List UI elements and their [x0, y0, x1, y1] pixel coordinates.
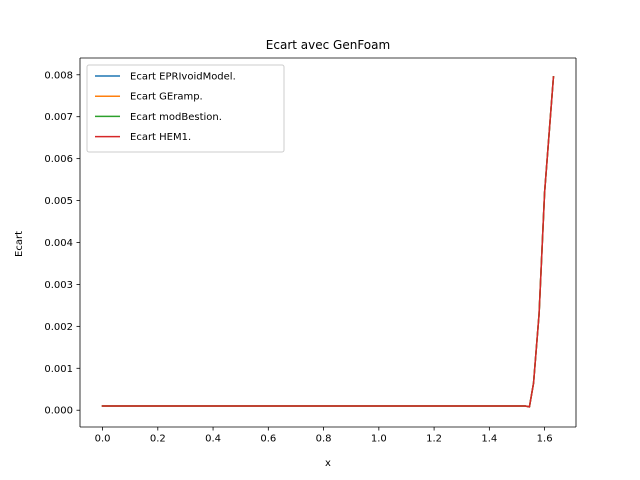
y-tick-label: 0.003: [44, 280, 73, 291]
x-tick-label: 0.8: [316, 434, 332, 445]
chart-title: Ecart avec GenFoam: [266, 38, 390, 52]
x-tick-label: 1.4: [481, 434, 497, 445]
legend-box: [86, 64, 285, 153]
x-tick-label: 0.6: [260, 434, 276, 445]
y-tick-label: 0.005: [44, 196, 73, 207]
y-axis: 0.000 0.001 0.002 0.003 0.004 0.005 0.006 0.007…: [44, 70, 80, 417]
x-tick-label: 0.4: [205, 434, 221, 445]
x-tick-label: 0.0: [95, 434, 111, 445]
y-axis-label: Ecart: [14, 231, 25, 257]
y-tick-label: 0.007: [44, 112, 73, 123]
x-axis: 0.0 0.2 0.4 0.6 0.8 1.0 1.2 1.4 1.6: [95, 427, 553, 445]
legend-label-3: Ecart modBestion.: [130, 112, 222, 123]
x-tick-label: 1.2: [426, 434, 442, 445]
x-axis-label: x: [325, 458, 331, 469]
x-tick-label: 0.2: [150, 434, 166, 445]
y-tick-label: 0.008: [44, 70, 73, 81]
y-tick-label: 0.004: [44, 238, 73, 249]
legend-label-4: Ecart HEM1.: [130, 132, 191, 143]
y-tick-label: 0.006: [44, 154, 73, 165]
series-line-4: [101, 76, 555, 408]
series-layer: [101, 76, 555, 408]
y-tick-label: 0.002: [44, 322, 73, 333]
y-tick-label: 0.000: [44, 406, 73, 417]
x-tick-label: 1.0: [371, 434, 387, 445]
legend: Ecart EPRIvoidModel. Ecart GEramp. Ecart m…: [86, 64, 285, 153]
y-tick-label: 0.001: [44, 364, 73, 375]
legend-label-1: Ecart EPRIvoidModel.: [130, 72, 236, 83]
legend-label-2: Ecart GEramp.: [130, 92, 203, 103]
x-tick-label: 1.6: [537, 434, 553, 445]
